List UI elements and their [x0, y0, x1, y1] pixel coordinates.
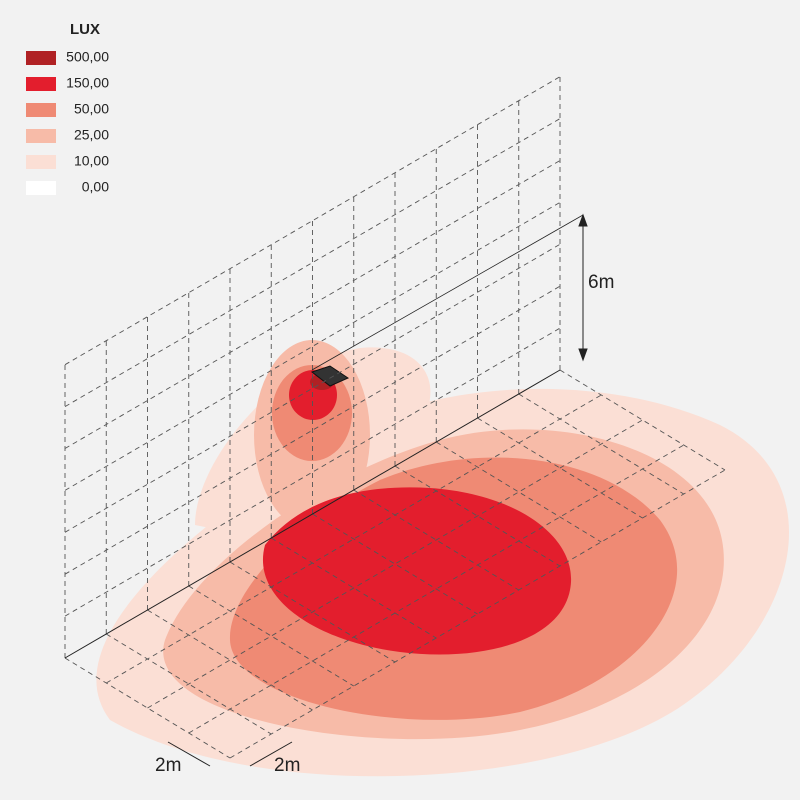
dimension-height [578, 213, 588, 362]
grid-line [64, 118, 561, 407]
legend: 500,00 150,00 50,00 25,00 10,00 0,00 [26, 49, 109, 195]
grid-line [64, 285, 561, 575]
height-label: 6m [588, 272, 614, 293]
legend-label: 10,00 [74, 153, 109, 169]
grid-line [188, 444, 684, 734]
grid-line [147, 419, 643, 709]
legend-label: 500,00 [66, 49, 109, 65]
grid-line [64, 160, 561, 449]
legend-swatch [26, 51, 56, 65]
grid [64, 76, 726, 759]
floor-150 [262, 487, 572, 655]
legend-swatch [26, 77, 56, 91]
grid-line [64, 76, 561, 366]
legend-swatch [26, 103, 56, 117]
depth-label-a: 2m [155, 755, 181, 776]
legend-label: 150,00 [66, 75, 109, 91]
wall-base [64, 369, 561, 659]
legend-swatch [26, 181, 56, 195]
grid-line [64, 243, 561, 533]
legend-swatch [26, 129, 56, 143]
depth-label-b: 2m [274, 755, 300, 776]
legend-label: 0,00 [82, 179, 109, 195]
grid-line [64, 202, 561, 491]
height-ref [311, 214, 584, 371]
grid-line [229, 469, 726, 759]
legend-label: 25,00 [74, 127, 109, 143]
legend-label: 50,00 [74, 101, 109, 117]
dimension-depth [167, 741, 293, 767]
grid-line [64, 327, 561, 617]
legend-title: LUX [70, 21, 100, 38]
legend-swatch [26, 155, 56, 169]
grid-line [106, 394, 602, 684]
